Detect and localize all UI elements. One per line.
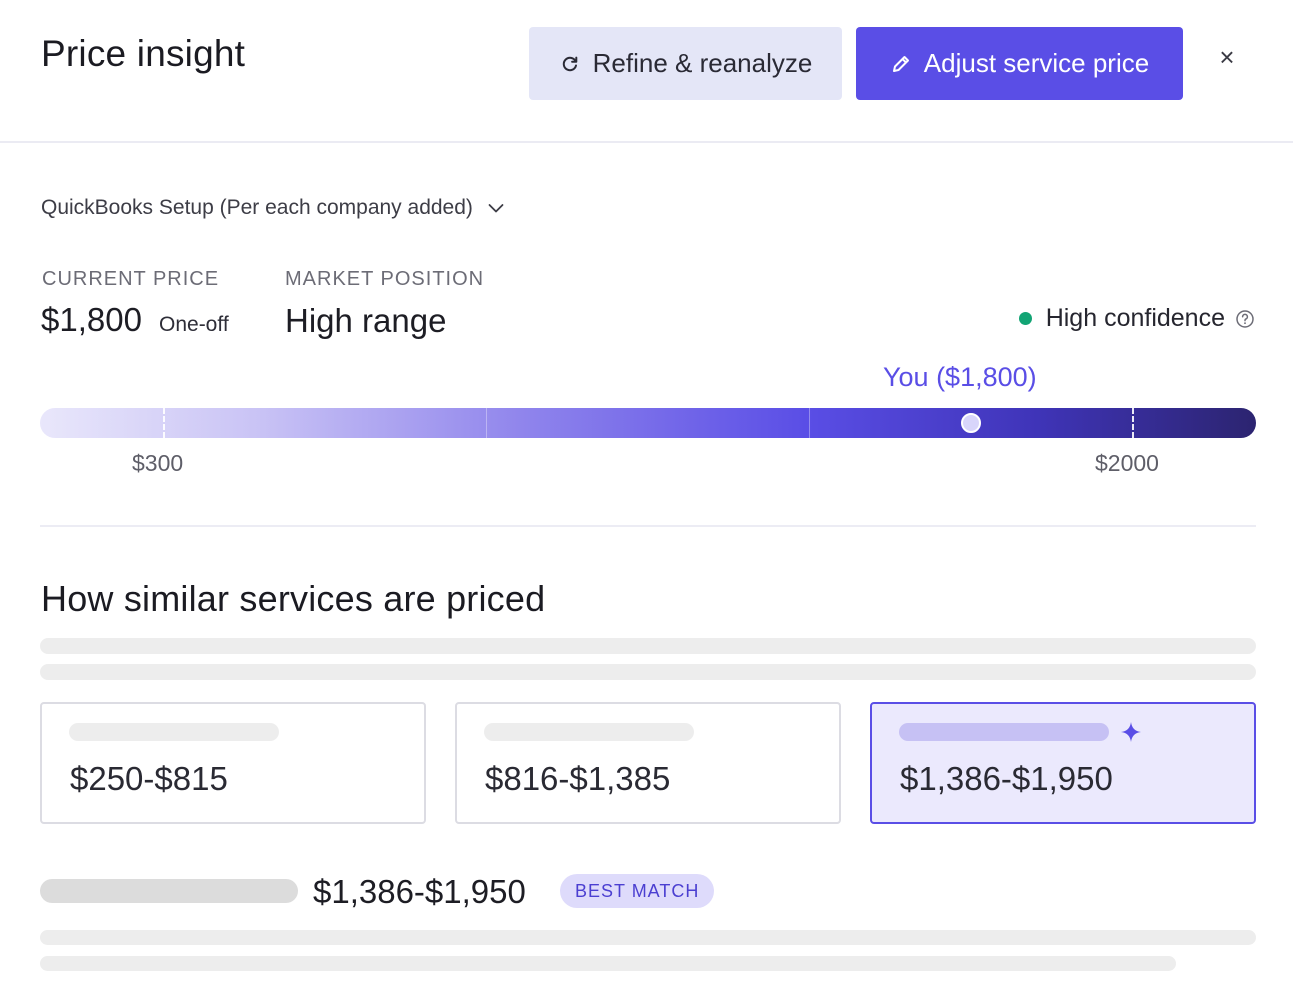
range-segment-divider bbox=[486, 408, 487, 438]
skeleton-line bbox=[484, 723, 694, 741]
current-price-label: CURRENT PRICE bbox=[42, 268, 220, 290]
skeleton-line bbox=[40, 930, 1256, 945]
best-match-range: $1,386-$1,950 bbox=[313, 873, 526, 910]
range-high-label: $2000 bbox=[1095, 450, 1159, 476]
chevron-down-icon bbox=[487, 199, 505, 217]
similar-services-title: How similar services are priced bbox=[41, 578, 546, 619]
skeleton-line bbox=[40, 956, 1176, 971]
help-circle-icon[interactable] bbox=[1235, 309, 1255, 329]
service-dropdown-value: QuickBooks Setup (Per each company added… bbox=[41, 196, 473, 219]
your-price-marker[interactable] bbox=[961, 413, 981, 433]
range-segment-divider bbox=[809, 408, 810, 438]
refine-reanalyze-label: Refine & reanalyze bbox=[592, 48, 813, 78]
market-position-value: High range bbox=[285, 302, 447, 339]
price-range-card[interactable]: $816-$1,385 bbox=[455, 702, 841, 824]
adjust-service-price-label: Adjust service price bbox=[923, 48, 1150, 78]
current-price-unit: One-off bbox=[159, 313, 229, 336]
price-range-card[interactable]: $250-$815 bbox=[40, 702, 426, 824]
dialog-header: Price insight Refine & reanalyze Adjust … bbox=[0, 0, 1293, 143]
pencil-icon bbox=[890, 53, 912, 75]
best-match-badge: BEST MATCH bbox=[560, 874, 715, 908]
current-price-value: $1,800 bbox=[41, 301, 142, 338]
range-low-tick bbox=[163, 408, 165, 438]
close-icon[interactable]: × bbox=[1219, 42, 1235, 72]
price-range-value: $1,386-$1,950 bbox=[900, 760, 1113, 797]
service-dropdown[interactable]: QuickBooks Setup (Per each company added… bbox=[41, 196, 505, 220]
confidence-label: High confidence bbox=[1045, 304, 1225, 332]
your-price-marker-label: You ($1,800) bbox=[883, 362, 1037, 392]
price-range-value: $250-$815 bbox=[70, 760, 228, 797]
skeleton-line bbox=[40, 664, 1256, 680]
skeleton-line bbox=[69, 723, 279, 741]
price-range-value: $816-$1,385 bbox=[485, 760, 671, 797]
range-low-label: $300 bbox=[132, 450, 184, 476]
skeleton-line bbox=[40, 879, 298, 903]
price-range-card-selected[interactable]: $1,386-$1,950 bbox=[870, 702, 1256, 824]
confidence-dot bbox=[1018, 312, 1032, 325]
skeleton-line bbox=[899, 723, 1109, 741]
section-divider bbox=[40, 525, 1256, 527]
confidence-indicator: High confidence bbox=[1018, 304, 1255, 333]
market-position-label: MARKET POSITION bbox=[285, 268, 485, 290]
range-high-tick bbox=[1132, 408, 1134, 438]
refresh-icon bbox=[559, 53, 581, 75]
skeleton-line bbox=[40, 638, 1256, 654]
dialog-title: Price insight bbox=[41, 33, 246, 74]
refine-reanalyze-button[interactable]: Refine & reanalyze bbox=[529, 27, 842, 100]
price-range-bar bbox=[40, 408, 1256, 438]
sparkle-icon bbox=[1121, 722, 1141, 742]
adjust-service-price-button[interactable]: Adjust service price bbox=[856, 27, 1183, 100]
